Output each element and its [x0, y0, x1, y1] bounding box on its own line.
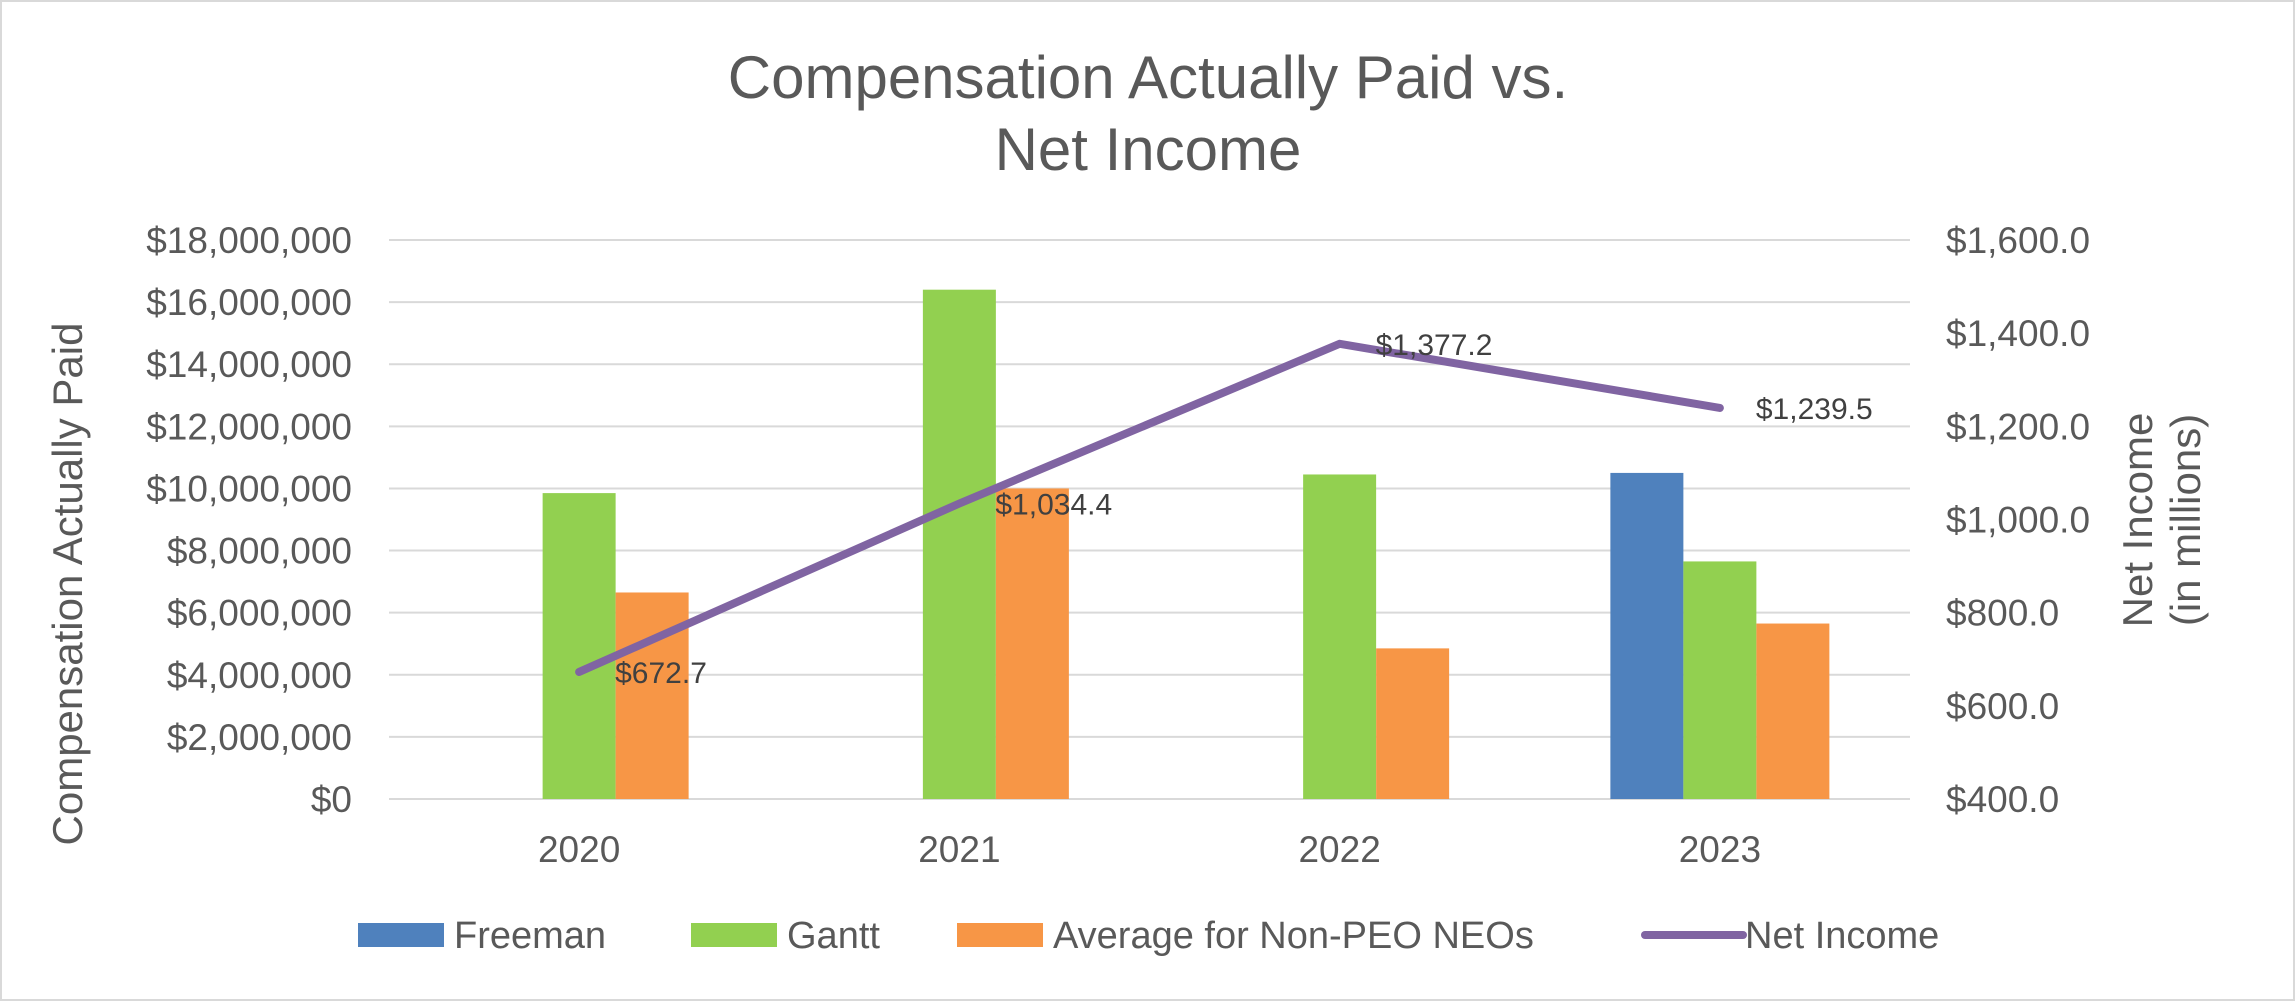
primary-y-ticks: $0 $2,000,000 $4,000,000 $6,000,000 $8,000,0… — [146, 220, 352, 820]
bar-gantt-2023 — [1683, 561, 1757, 799]
bar-average-for-non-peo-neos-2023 — [1756, 623, 1830, 799]
net-income-data-label: $1,239.5 — [1756, 393, 1873, 426]
net-income-point-2020 — [578, 670, 581, 673]
y-tick-label: $10,000,000 — [146, 468, 352, 509]
y-tick-label: $16,000,000 — [146, 282, 352, 323]
bar-average-for-non-peo-neos-2021 — [995, 488, 1069, 799]
net-income-data-label: $1,034.4 — [995, 488, 1112, 521]
y2-tick-label: $600.0 — [1946, 686, 2059, 727]
y2-tick-label: $1,200.0 — [1946, 406, 2090, 447]
bar-freeman-2023 — [1610, 472, 1684, 799]
y-axis-title: Compensation Actually Paid — [44, 323, 91, 846]
y2-tick-label: $800.0 — [1946, 593, 2059, 634]
net-income-point-2023 — [1718, 406, 1721, 409]
y2-tick-label: $1,400.0 — [1946, 313, 2090, 354]
x-tick-label: 2023 — [1679, 829, 1761, 870]
legend-swatch-gantt — [691, 923, 777, 947]
bar-average-for-non-peo-neos-2022 — [1376, 648, 1450, 799]
y-tick-label: $14,000,000 — [146, 344, 352, 385]
x-tick-label: 2021 — [918, 829, 1000, 870]
data-labels: $672.7 $1,034.4 $1,377.2 $1,239.5 — [615, 329, 1873, 690]
x-tick-label: 2022 — [1298, 829, 1380, 870]
x-tick-label: 2020 — [538, 829, 620, 870]
legend-label-gantt: Gantt — [787, 915, 880, 957]
net-income-data-label: $672.7 — [615, 657, 707, 690]
y-tick-label: $8,000,000 — [167, 531, 352, 572]
net-income-data-label: $1,377.2 — [1376, 329, 1493, 362]
bar-gantt-2021 — [922, 289, 996, 799]
legend-label-net-income: Net Income — [1745, 915, 1939, 957]
secondary-y-ticks: $400.0 $600.0 $800.0 $1,000.0 $1,200.0 $1,400… — [1946, 220, 2090, 820]
legend-label-average-for-non-peo-neos: Average for Non-PEO NEOs — [1053, 915, 1534, 957]
y-tick-label: $18,000,000 — [146, 220, 352, 261]
net-income-line-layer — [575, 339, 1724, 676]
y-tick-label: $6,000,000 — [167, 593, 352, 634]
y-tick-label: $2,000,000 — [167, 717, 352, 758]
x-ticks: 2020 2021 2022 2023 — [538, 829, 1761, 870]
bar-average-for-non-peo-neos-2020 — [615, 592, 689, 799]
y-tick-label: $4,000,000 — [167, 655, 352, 696]
y2-axis-title-line1: Net Income — [2114, 413, 2161, 628]
y2-tick-label: $1,600.0 — [1946, 220, 2090, 261]
y-tick-label: $12,000,000 — [146, 406, 352, 447]
y2-tick-label: $1,000.0 — [1946, 500, 2090, 541]
legend-swatch-average-for-non-peo-neos — [957, 923, 1043, 947]
bar-gantt-2020 — [542, 493, 616, 799]
chart-title-line2: Net Income — [995, 116, 1302, 183]
bars — [542, 289, 1830, 799]
chart-title: Compensation Actually Paid vs. — [728, 44, 1568, 111]
net-income-point-2021 — [958, 502, 961, 505]
net-income-line — [575, 339, 1724, 676]
net-income-point-2022 — [1338, 342, 1341, 345]
legend: Freeman Gantt Average for Non-PEO NEOs Net … — [358, 915, 1939, 957]
y2-tick-label: $400.0 — [1946, 779, 2059, 820]
legend-swatch-freeman — [358, 923, 444, 947]
y2-axis-title-line2: (in millions) — [2162, 414, 2209, 626]
legend-label-freeman: Freeman — [454, 915, 606, 957]
bar-gantt-2022 — [1303, 474, 1377, 799]
y-tick-label: $0 — [311, 779, 352, 820]
